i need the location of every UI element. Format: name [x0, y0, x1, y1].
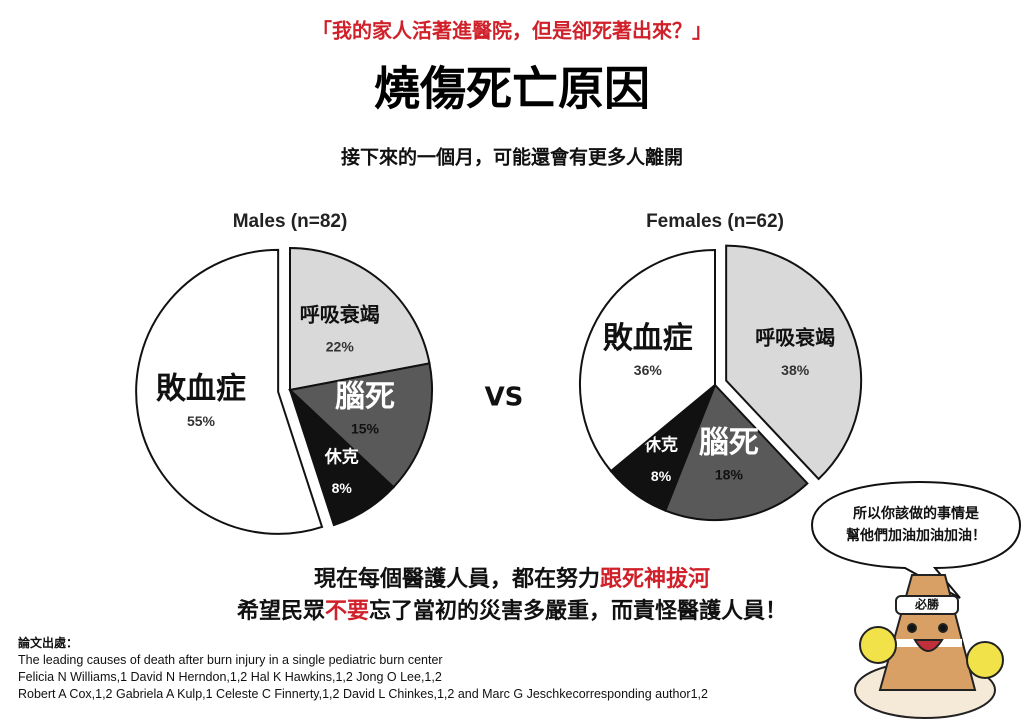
slice-label: 休克 [324, 447, 359, 468]
pie-slice [289, 246, 431, 392]
message-part: 現在每個醫護人員，都在努力 [314, 566, 600, 592]
quote: 「我的家人活著進醫院，但是卻死著出來？」 [312, 19, 712, 43]
pie-slice [579, 248, 716, 473]
message-part: 跟死神拔河 [600, 566, 710, 592]
reference-line: Felicia N Williams,1 David N Herndon,1,2… [18, 670, 442, 684]
value-label: 36% [634, 362, 663, 378]
pie-slice [725, 244, 863, 481]
subtitle: 接下來的一個月，可能還會有更多人離開 [341, 146, 683, 169]
message-part: 不要 [325, 599, 369, 624]
chart-title: Females (n=62) [646, 211, 784, 232]
slice-label: 休克 [643, 434, 678, 455]
mascot: 必勝 [854, 574, 1004, 719]
value-label: 8% [332, 480, 353, 496]
pie-slice [664, 383, 809, 521]
mascot-text: 必勝 [914, 597, 940, 612]
slice-label: 呼吸衰竭 [300, 302, 380, 326]
speech-bubble: 所以你該做的事情是 幫他們加油加油加油！ [810, 480, 1022, 599]
value-label: 15% [351, 420, 380, 436]
pie-slice [135, 248, 324, 535]
reference-line: Robert A Cox,1,2 Gabriela A Kulp,1 Celes… [18, 687, 708, 701]
slice-label: 呼吸衰竭 [755, 326, 835, 350]
slice-label: 腦死 [699, 425, 759, 460]
chart-title: Males (n=82) [233, 211, 348, 232]
slice-label: 敗血症 [156, 372, 246, 407]
bubble-text: 所以你該做的事情是 [853, 505, 980, 522]
value-label: 55% [187, 413, 216, 429]
message-line: 現在每個醫護人員，都在努力跟死神拔河 [314, 566, 710, 592]
pie-slice [287, 362, 433, 489]
value-label: 18% [715, 467, 744, 483]
reference-heading: 論文出處： [18, 636, 79, 650]
slice-label: 腦死 [335, 379, 395, 414]
pie-slice [289, 389, 395, 527]
reference-line: The leading causes of death after burn i… [18, 653, 443, 667]
slice-label: 敗血症 [603, 321, 693, 356]
title: 燒傷死亡原因 [374, 62, 650, 116]
bubble-text: 幫他們加油加油加油！ [846, 527, 986, 544]
value-label: 38% [781, 362, 810, 378]
message-line: 希望民眾不要忘了當初的災害多嚴重，而責怪醫護人員！ [237, 598, 787, 624]
message-part: 希望民眾 [237, 598, 325, 624]
value-label: 8% [651, 468, 672, 484]
value-label: 22% [326, 339, 355, 355]
vs: VS [485, 383, 524, 413]
message-part: 忘了當初的災害多嚴重，而責怪醫護人員！ [369, 598, 787, 624]
